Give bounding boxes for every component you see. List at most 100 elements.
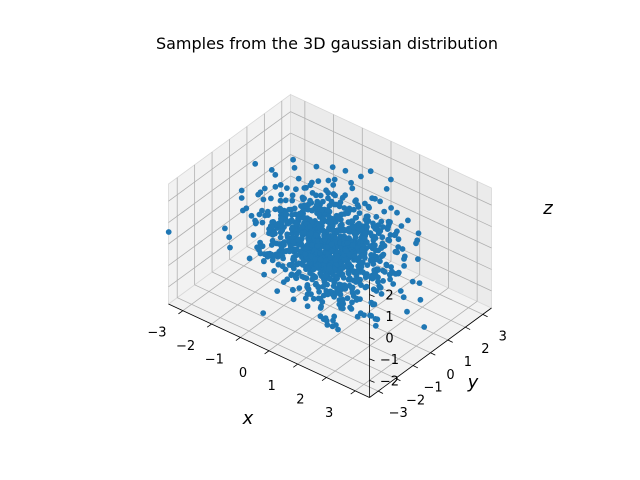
data-point <box>296 285 303 291</box>
data-point <box>290 296 297 303</box>
data-point <box>288 271 295 278</box>
data-point <box>338 304 344 311</box>
data-point <box>296 260 302 267</box>
data-point <box>317 270 324 277</box>
data-point <box>387 232 394 238</box>
data-point <box>320 228 327 235</box>
data-point <box>336 203 343 210</box>
data-point <box>289 197 296 204</box>
x-tick-mark <box>264 350 270 355</box>
data-point <box>314 243 321 249</box>
data-point <box>347 304 353 311</box>
data-point <box>295 175 302 182</box>
x-tick-mark <box>206 323 212 328</box>
data-point <box>272 183 279 190</box>
data-point <box>372 225 379 232</box>
data-point <box>343 248 349 254</box>
z-tick-mark <box>369 337 375 340</box>
data-point <box>268 251 275 258</box>
y-tick-mark <box>395 377 401 382</box>
data-point <box>405 217 411 224</box>
data-point <box>260 196 267 203</box>
data-point <box>291 257 298 263</box>
grid-line <box>290 154 492 249</box>
data-point <box>290 265 297 272</box>
z-tick-label: 0 <box>385 332 393 347</box>
data-point <box>291 205 298 212</box>
data-point <box>373 213 380 220</box>
data-point <box>278 215 284 222</box>
data-point <box>302 251 308 258</box>
data-point <box>337 291 344 298</box>
data-point <box>354 289 361 295</box>
data-point <box>387 276 393 283</box>
data-point <box>252 160 259 167</box>
data-point <box>363 283 370 290</box>
data-point <box>342 285 349 292</box>
data-point <box>310 266 317 273</box>
data-point <box>323 272 329 279</box>
data-point <box>394 209 400 216</box>
data-point <box>381 208 388 215</box>
data-point <box>321 232 327 239</box>
data-point <box>379 234 386 241</box>
data-point <box>289 286 296 293</box>
grid-line <box>194 284 396 379</box>
x-tick-label: −2 <box>176 339 195 354</box>
data-point <box>368 252 374 258</box>
data-point <box>349 185 356 192</box>
data-point <box>416 280 423 286</box>
data-point <box>345 235 352 242</box>
data-point <box>375 278 381 285</box>
data-point <box>256 247 262 253</box>
data-point <box>312 256 318 263</box>
data-point <box>329 164 336 171</box>
data-point <box>367 168 374 175</box>
data-point <box>353 197 359 204</box>
data-point <box>362 216 369 223</box>
data-point <box>309 179 315 186</box>
data-point <box>265 212 271 219</box>
grid-line <box>168 132 291 223</box>
data-point <box>318 303 324 310</box>
data-point <box>268 167 275 173</box>
data-point <box>339 271 346 277</box>
data-point <box>359 246 366 253</box>
data-point <box>313 163 320 170</box>
data-point <box>319 299 326 305</box>
data-point <box>345 228 352 235</box>
data-point <box>348 218 355 225</box>
data-point <box>401 263 407 269</box>
data-point <box>256 211 263 218</box>
data-point <box>272 206 279 213</box>
data-point <box>272 171 279 178</box>
data-point <box>330 182 337 188</box>
data-point <box>312 205 318 212</box>
data-point <box>374 256 380 263</box>
data-point <box>291 164 298 171</box>
data-point <box>350 206 357 213</box>
data-point <box>378 291 385 297</box>
data-point <box>413 240 419 247</box>
data-point <box>364 262 371 268</box>
data-point <box>358 282 364 288</box>
data-point <box>284 231 291 238</box>
scatter-points <box>165 156 428 333</box>
x-tick-label: −3 <box>147 326 166 341</box>
y-tick-label: 3 <box>499 329 507 344</box>
data-point <box>383 186 390 192</box>
data-point <box>354 276 361 283</box>
data-point <box>268 242 275 248</box>
data-point <box>259 243 266 250</box>
data-point <box>274 288 281 294</box>
z-tick-label: −2 <box>380 374 399 389</box>
data-point <box>299 223 306 230</box>
data-point <box>357 259 364 266</box>
data-point <box>359 226 365 233</box>
data-point <box>356 210 363 217</box>
data-point <box>338 266 344 273</box>
data-point <box>277 197 284 204</box>
data-point <box>282 197 289 204</box>
grid-line <box>177 297 379 392</box>
